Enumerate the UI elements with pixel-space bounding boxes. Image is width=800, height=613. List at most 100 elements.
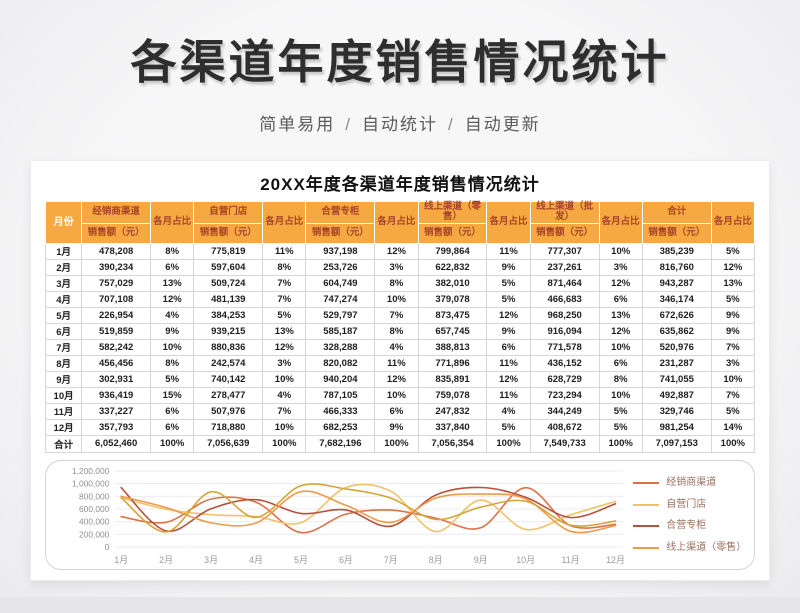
x-axis-tick-label: 3月 [204, 555, 218, 565]
cell-value: 5% [150, 370, 195, 388]
x-axis-tick-label: 1月 [114, 555, 128, 565]
legend-item: 经销商渠道 [633, 477, 744, 490]
legend-item: 自营门店 [633, 499, 744, 512]
table-row: 4月 707,108 12% 481,139 7% 747,274 10% 379,078 5%… [44, 290, 756, 308]
x-axis-tick-label: 4月 [249, 555, 263, 565]
cell-value: 7% [262, 402, 307, 420]
cell-value: 357,793 [81, 418, 152, 436]
cell-value: 11% [486, 386, 531, 404]
y-axis-tick-label: 200,000 [79, 529, 110, 539]
cell-value: 5% [262, 306, 307, 324]
cell-value: 7,097,153 [641, 434, 712, 453]
cell-value: 740,142 [193, 370, 264, 388]
legend-label: 线上渠道（零售） [666, 541, 747, 553]
cell-value: 7% [262, 290, 307, 308]
cell-value: 775,819 [193, 242, 264, 260]
cell-month: 10月 [44, 386, 83, 404]
table-row: 10月 936,419 15% 278,477 4% 787,105 10% 759,078 1… [44, 386, 756, 404]
cell-value: 6% [150, 258, 195, 276]
cell-value: 100% [598, 434, 643, 453]
header-channel-5: 合计 [641, 201, 712, 224]
cell-value: 12% [486, 370, 531, 388]
x-axis-tick-label: 7月 [384, 555, 398, 565]
legend-item: 合营专柜 [633, 520, 744, 533]
cell-value: 916,094 [529, 322, 600, 340]
cell-value: 100% [150, 434, 195, 453]
cell-value: 7% [710, 386, 756, 404]
cell-value: 7,549,733 [529, 434, 600, 453]
legend-item: 线上渠道（零售） [633, 541, 747, 555]
cell-value: 6% [598, 354, 643, 372]
table-row: 2月 390,234 6% 597,604 8% 253,726 3% 622,832 9% 23… [44, 258, 756, 276]
cell-value: 747,274 [305, 290, 376, 308]
cell-value: 707,108 [81, 290, 152, 308]
cell-value: 253,726 [305, 258, 376, 276]
cell-value: 466,683 [529, 290, 600, 308]
legend-line-swatch [633, 482, 660, 485]
x-axis-tick-label: 12月 [606, 555, 625, 565]
header-channel-3: 线上渠道（零售） [417, 201, 488, 224]
cell-value: 10% [374, 386, 419, 404]
cell-value: 6% [150, 418, 195, 436]
cell-value: 11% [374, 354, 419, 372]
cell-value: 13% [262, 322, 307, 340]
cell-value: 11% [262, 242, 307, 260]
cell-value: 604,749 [305, 274, 376, 292]
subtitle-part: 自动更新 [464, 115, 541, 134]
header-ratio-3: 各月占比 [486, 201, 531, 244]
cell-value: 520,976 [641, 338, 712, 356]
cell-value: 799,864 [417, 242, 488, 260]
series-line-经销商渠道 [120, 486, 617, 534]
table-row: 7月 582,242 10% 880,836 12% 328,288 4% 388,813 6%… [44, 338, 756, 356]
header-sales-0: 销售额（元） [81, 222, 152, 244]
cell-value: 7,056,639 [193, 434, 264, 453]
cell-month: 2月 [44, 258, 83, 276]
cell-value: 5% [598, 418, 643, 436]
cell-value: 880,836 [193, 338, 264, 356]
header-sales-1: 销售额（元） [193, 222, 264, 244]
cell-value: 529,797 [305, 306, 376, 324]
cell-value: 13% [598, 306, 643, 324]
cell-value: 379,078 [417, 290, 488, 308]
header-ratio-0: 各月占比 [150, 201, 195, 244]
header-sales-5: 销售额（元） [641, 222, 712, 244]
cell-value: 5% [598, 402, 643, 420]
sales-line-chart: 0 200,000 400,000 600,000 800,000 1,000,000 1,… [45, 459, 755, 570]
cell-month: 11月 [44, 402, 83, 420]
chart-plot-area: 0 200,000 400,000 600,000 800,000 1,000,000 1,… [72, 466, 625, 565]
cell-value: 635,862 [641, 322, 712, 340]
cell-value: 5% [710, 402, 756, 420]
cell-value: 12% [374, 242, 419, 260]
cell-value: 771,896 [417, 354, 488, 372]
cell-value: 231,287 [641, 354, 712, 372]
cell-value: 247,832 [417, 402, 488, 420]
cell-value: 8% [374, 274, 419, 292]
cell-month: 9月 [44, 370, 83, 388]
cell-value: 8% [598, 370, 643, 388]
cell-value: 628,729 [529, 370, 600, 388]
cell-value: 6% [598, 290, 643, 308]
legend-label: 自营门店 [666, 498, 707, 510]
legend-line-swatch [633, 525, 660, 528]
series-line-合营专柜 [120, 486, 617, 532]
cell-value: 8% [150, 242, 195, 260]
cell-value: 657,745 [417, 322, 488, 340]
table-row: 5月 226,954 4% 384,253 5% 529,797 7% 873,475 12% 9… [44, 306, 756, 324]
cell-value: 408,672 [529, 418, 600, 436]
header-channel-4: 线上渠道（批发） [529, 201, 600, 224]
table-row: 8月 456,456 8% 242,574 3% 820,082 11% 771,896 11%… [44, 354, 756, 372]
cell-value: 100% [374, 434, 419, 453]
cell-value: 337,840 [417, 418, 488, 436]
cell-value: 939,215 [193, 322, 264, 340]
cell-value: 8% [150, 354, 195, 372]
y-axis-tick-label: 800,000 [79, 491, 110, 501]
cell-month: 8月 [44, 354, 83, 372]
cell-value: 456,456 [81, 354, 152, 372]
cell-value: 7% [710, 338, 756, 356]
cell-value: 237,261 [529, 258, 600, 276]
cell-value: 13% [150, 274, 195, 292]
subtitle-separator: / [345, 115, 352, 134]
header-ratio-5: 各月占比 [710, 201, 756, 244]
x-axis-tick-label: 5月 [294, 555, 308, 565]
table-row: 9月 302,931 5% 740,142 10% 940,204 12% 835,891 12… [44, 370, 756, 388]
